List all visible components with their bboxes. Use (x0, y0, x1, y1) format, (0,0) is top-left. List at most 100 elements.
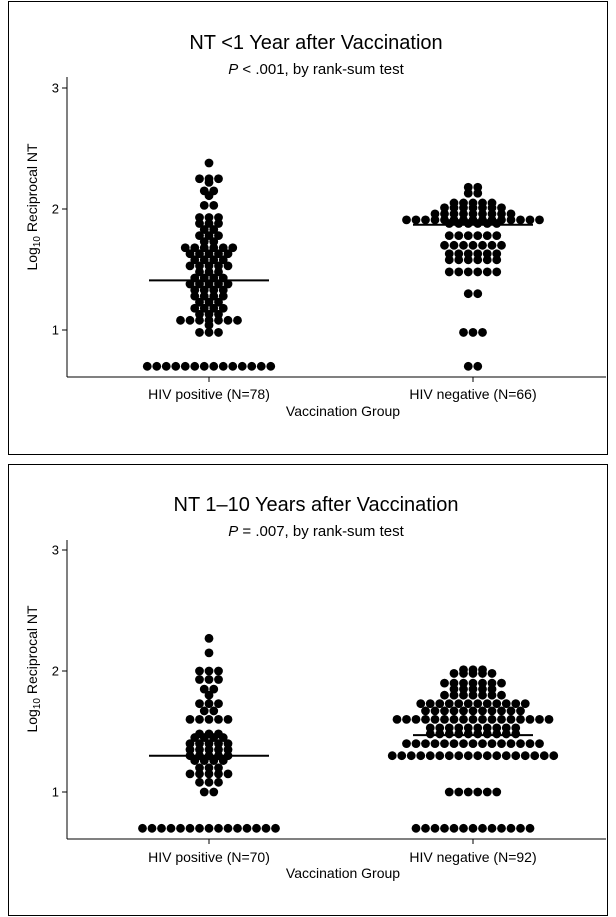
data-point (492, 751, 502, 761)
data-point (190, 243, 200, 253)
data-point (468, 240, 478, 250)
data-point (511, 723, 521, 733)
data-point (204, 769, 214, 779)
data-point (459, 198, 468, 208)
data-point (473, 188, 483, 198)
data-point (463, 289, 473, 299)
data-point (223, 745, 233, 755)
data-point (199, 255, 209, 265)
data-point (478, 739, 487, 748)
data-point (459, 215, 468, 225)
data-point (416, 699, 426, 709)
data-point (497, 240, 506, 250)
data-point (209, 243, 219, 253)
category-label-hiv-negative: HIV negative (N=66) (409, 386, 536, 402)
data-point (430, 215, 440, 225)
data-point (209, 706, 219, 716)
data-point (161, 361, 171, 371)
data-point (199, 186, 209, 196)
data-point (444, 699, 454, 709)
data-point (204, 279, 214, 289)
data-point (185, 715, 195, 724)
data-point (492, 231, 502, 241)
data-point (487, 690, 497, 700)
data-point (444, 787, 454, 797)
data-point (487, 678, 497, 688)
data-point (204, 261, 214, 271)
data-point (195, 745, 204, 755)
data-point (468, 215, 478, 225)
data-point (185, 739, 195, 748)
data-point (204, 777, 214, 787)
data-point (497, 203, 506, 213)
data-point (204, 675, 214, 684)
data-point (387, 751, 397, 761)
data-point (454, 267, 464, 277)
data-point (185, 745, 195, 755)
chart-title: NT <1 Year after Vaccination (189, 32, 442, 54)
data-point (209, 225, 219, 234)
data-point (209, 684, 219, 694)
data-point (440, 240, 449, 250)
data-point (492, 723, 502, 733)
data-point (195, 174, 204, 184)
data-point (487, 715, 497, 724)
data-point (468, 690, 478, 700)
data-point (228, 243, 238, 253)
data-point (214, 267, 223, 277)
data-point (218, 291, 228, 301)
data-point (204, 267, 214, 277)
data-point (492, 699, 502, 709)
data-point (195, 261, 204, 271)
data-point (468, 823, 478, 833)
data-point (459, 209, 468, 219)
data-point (392, 715, 402, 724)
data-point (425, 751, 435, 761)
data-point (440, 209, 449, 219)
data-point (459, 690, 468, 700)
data-point (440, 203, 449, 213)
data-point (525, 739, 535, 748)
data-point (204, 715, 214, 724)
data-point (478, 684, 487, 694)
data-point (444, 231, 454, 241)
data-point (204, 213, 214, 222)
data-point (185, 261, 195, 271)
data-point (463, 751, 473, 761)
data-point (199, 285, 209, 295)
data-point (501, 723, 511, 733)
data-point (195, 231, 204, 241)
data-point (195, 777, 204, 787)
data-point (516, 706, 525, 716)
data-point (223, 315, 233, 325)
y-tick-label: 1 (52, 323, 59, 338)
data-point (185, 823, 195, 833)
data-point (525, 215, 535, 225)
data-point (473, 182, 483, 192)
data-point (487, 669, 497, 678)
data-point (214, 219, 223, 228)
data-point (214, 729, 223, 739)
data-point (214, 715, 223, 724)
data-point (218, 255, 228, 265)
data-point (157, 823, 166, 833)
data-point (440, 823, 449, 833)
data-point (473, 289, 483, 299)
chart-title: NT 1–10 Years after Vaccination (174, 494, 459, 516)
data-point (497, 715, 506, 724)
data-point (411, 823, 421, 833)
data-point (223, 739, 233, 748)
data-point (520, 751, 530, 761)
y-axis-label: Log10 Reciprocal NT (24, 143, 43, 271)
data-point (454, 231, 464, 241)
data-point (463, 361, 473, 371)
data-point (430, 706, 440, 716)
data-point (180, 243, 190, 253)
data-point (214, 231, 223, 241)
data-point (492, 249, 502, 259)
data-point (473, 267, 483, 277)
data-point (195, 219, 204, 228)
data-point (190, 303, 200, 313)
data-point (525, 823, 535, 833)
data-point (425, 723, 435, 733)
